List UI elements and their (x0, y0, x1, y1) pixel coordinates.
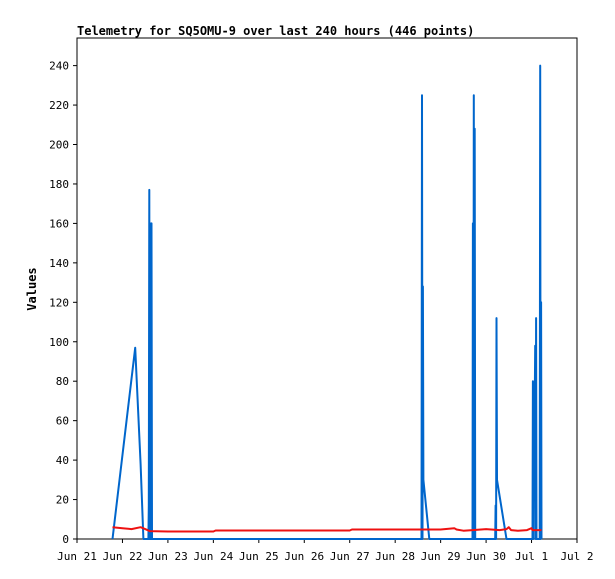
x-tick-label: Jun 21 (57, 550, 97, 563)
y-axis: 0 20 40 60 80 100 120 140 160 180 200 220 240 (49, 60, 77, 546)
x-tick-label: Jun 30 (466, 550, 506, 563)
y-tick-label: 100 (49, 336, 69, 349)
series-line-2 (112, 526, 542, 533)
y-tick-label: 180 (49, 178, 69, 191)
x-tick-label: Jul 2 (560, 550, 593, 563)
x-tick-label: Jun 24 (193, 550, 233, 563)
x-tick-label: Jun 28 (375, 550, 415, 563)
y-tick-label: 240 (49, 60, 69, 73)
y-tick-label: 20 (56, 494, 69, 507)
y-tick-label: 160 (49, 217, 69, 230)
x-tick-label: Jun 25 (239, 550, 279, 563)
y-tick-label: 40 (56, 454, 69, 467)
y-tick-label: 60 (56, 415, 69, 428)
x-tick-label: Jun 22 (103, 550, 143, 563)
y-tick-label: 200 (49, 139, 69, 152)
x-tick-label: Jul 1 (515, 550, 548, 563)
series-line-1 (111, 64, 543, 540)
y-tick-label: 120 (49, 296, 69, 309)
y-tick-label: 220 (49, 99, 69, 112)
y-tick-label: 80 (56, 375, 69, 388)
x-tick-label: Jun 26 (284, 550, 324, 563)
y-tick-label: 0 (62, 533, 69, 546)
y-tick-label: 140 (49, 257, 69, 270)
y-axis-label: Values (25, 267, 39, 310)
chart-title: Telemetry for SQ5OMU-9 over last 240 hou… (77, 24, 474, 38)
x-tick-label: Jun 23 (148, 550, 188, 563)
x-tick-label: Jun 29 (421, 550, 461, 563)
x-axis: Jun 21 Jun 22 Jun 23 Jun 24 Jun 25 Jun 26 Jun … (57, 539, 594, 563)
x-tick-label: Jun 27 (330, 550, 370, 563)
series-layer (111, 64, 543, 540)
